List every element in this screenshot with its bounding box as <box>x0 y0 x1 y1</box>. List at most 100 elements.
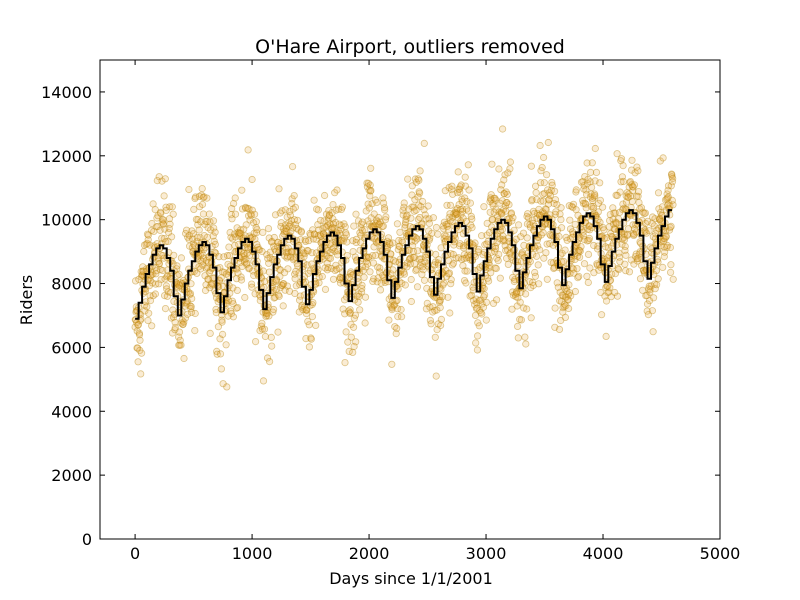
scatter-point <box>450 209 458 217</box>
scatter-point <box>506 158 514 166</box>
scatter-point <box>166 203 174 211</box>
scatter-point <box>296 236 305 244</box>
scatter-point <box>250 271 258 280</box>
scatter-point <box>356 306 364 314</box>
scatter-point <box>432 372 440 380</box>
scatter-point <box>267 333 275 341</box>
scatter-point <box>287 248 296 256</box>
scatter-point <box>371 251 380 259</box>
scatter-point <box>420 139 428 147</box>
scatter-point <box>397 305 405 314</box>
scatter-point <box>538 163 546 172</box>
scatter-point <box>236 229 244 237</box>
scatter-point <box>356 239 365 247</box>
scatter-point <box>435 297 443 305</box>
y-tick-label: 14000 <box>41 83 92 102</box>
scatter-point <box>368 200 376 208</box>
scatter-point <box>339 237 347 245</box>
scatter-point <box>241 293 249 302</box>
scatter-point <box>451 234 459 242</box>
scatter-point <box>194 221 202 229</box>
scatter-point <box>277 222 285 231</box>
scatter-point <box>203 233 211 241</box>
scatter-point <box>381 216 389 224</box>
scatter-point <box>370 275 378 283</box>
scatter-point <box>218 268 226 276</box>
scatter-point <box>420 206 428 214</box>
scatter-point <box>248 206 256 214</box>
scatter-point <box>473 304 481 312</box>
scatter-point <box>187 308 196 316</box>
scatter-point <box>508 288 517 296</box>
scatter-point <box>666 268 675 276</box>
scatter-point <box>472 339 480 347</box>
scatter-point <box>520 304 528 312</box>
scatter-point <box>138 349 146 357</box>
scatter-point <box>144 231 152 239</box>
scatter-point <box>328 223 337 231</box>
scatter-point <box>477 296 485 304</box>
scatter-point <box>484 274 492 282</box>
scatter-point <box>514 294 522 302</box>
scatter-point <box>487 269 495 277</box>
scatter-point <box>555 325 564 333</box>
scatter-point <box>641 209 650 217</box>
scatter-point <box>364 217 372 225</box>
scatter-point <box>346 309 354 318</box>
scatter-point <box>528 216 537 224</box>
scatter-point <box>365 220 374 228</box>
scatter-point <box>167 314 175 322</box>
scatter-point <box>243 244 251 252</box>
scatter-point <box>404 175 412 183</box>
scatter-point <box>215 253 223 261</box>
scatter-point <box>486 208 494 216</box>
scatter-point <box>417 202 425 211</box>
scatter-point <box>133 344 141 352</box>
scatter-point <box>471 311 480 319</box>
scatter-point <box>230 230 239 238</box>
scatter-point <box>472 295 480 303</box>
scatter-point <box>528 278 537 286</box>
scatter-point <box>502 188 510 196</box>
scatter-point <box>659 263 667 271</box>
scatter-point <box>180 354 188 363</box>
scatter-point <box>543 275 551 283</box>
x-tick-label: 4000 <box>583 544 624 563</box>
scatter-point <box>454 214 462 222</box>
scatter-point <box>219 380 227 388</box>
scatter-point <box>199 261 207 269</box>
scatter-point <box>405 205 413 213</box>
scatter-point <box>259 377 268 385</box>
scatter-point <box>645 227 653 235</box>
scatter-point <box>268 255 276 264</box>
scatter-point <box>602 332 610 340</box>
scatter-point <box>139 267 148 275</box>
scatter-point <box>496 274 504 282</box>
scatter-point <box>366 192 374 200</box>
scatter-point <box>524 210 532 218</box>
scatter-point <box>394 285 402 293</box>
scatter-point <box>488 160 496 168</box>
scatter-point <box>234 230 243 238</box>
scatter-point <box>281 286 289 294</box>
scatter-point <box>369 277 377 285</box>
scatter-point <box>497 209 506 217</box>
scatter-point <box>249 267 257 275</box>
scatter-point <box>281 221 290 229</box>
scatter-point <box>357 231 365 239</box>
scatter-point <box>467 212 475 220</box>
scatter-point <box>137 267 145 276</box>
scatter-point <box>666 243 675 252</box>
scatter-point <box>514 334 522 342</box>
scatter-point <box>329 220 337 228</box>
scatter-point <box>278 207 286 215</box>
scatter-point <box>492 264 500 273</box>
scatter-point <box>149 200 157 208</box>
scatter-point <box>391 323 399 331</box>
scatter-point <box>227 211 235 219</box>
scatter-point <box>507 209 516 217</box>
scatter-point <box>478 310 486 318</box>
scatter-point <box>201 286 210 295</box>
scatter-point <box>314 232 323 240</box>
scatter-point <box>527 283 535 292</box>
